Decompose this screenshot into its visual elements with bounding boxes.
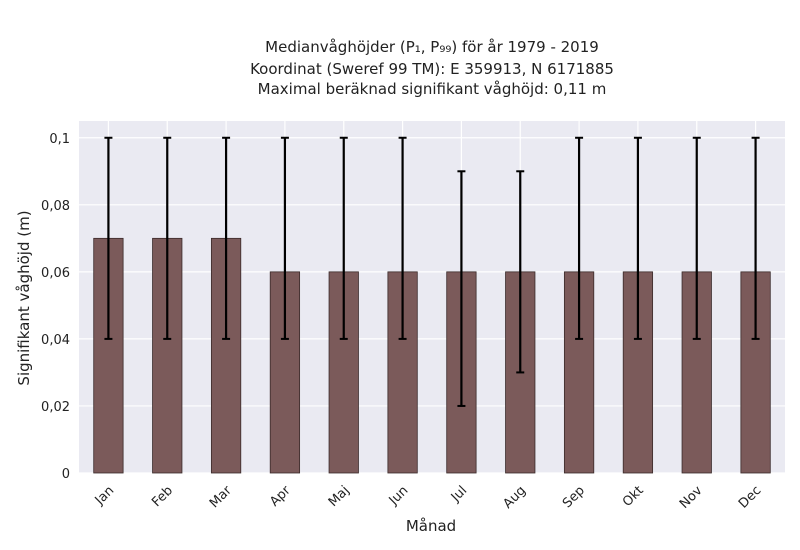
error-bars	[104, 136, 760, 407]
x-tick-label: Jan	[92, 483, 117, 508]
y-tick-label: 0,02	[41, 400, 70, 415]
y-tick-label: 0,06	[41, 266, 70, 281]
plot-area	[79, 121, 785, 473]
y-axis-ticks: 0 0,02 0,04 0,06 0,08 0,1	[41, 132, 70, 482]
y-tick-label: 0,08	[41, 199, 70, 214]
x-tick-label: Dec	[736, 483, 764, 511]
chart-title-line-2: Koordinat (Sweref 99 TM): E 359913, N 61…	[250, 60, 614, 78]
x-tick-label: Nov	[677, 483, 706, 512]
chart-title-line-3: Maximal beräknad signifikant våghöjd: 0,…	[258, 80, 607, 98]
x-tick-label: Maj	[326, 483, 353, 510]
chart-title-line-1: Medianvåghöjder (P₁, P₉₉) för år 1979 - …	[265, 38, 599, 56]
x-tick-label: Apr	[267, 483, 294, 510]
x-tick-label: Okt	[620, 483, 647, 510]
x-tick-label: Feb	[149, 483, 176, 510]
y-tick-label: 0	[62, 467, 70, 482]
x-axis-ticks: Jan Feb Mar Apr Maj Jun Jul Aug Sep Okt Nov Dec	[92, 483, 765, 512]
y-axis-label: Signifikant våghöjd (m)	[15, 210, 33, 385]
x-tick-label: Mar	[207, 483, 235, 511]
x-tick-label: Jul	[448, 483, 470, 505]
x-axis-label: Månad	[406, 517, 456, 535]
x-tick-label: Sep	[560, 483, 588, 511]
y-tick-label: 0,04	[41, 333, 70, 348]
x-tick-label: Aug	[501, 483, 530, 512]
y-tick-label: 0,1	[49, 132, 70, 147]
x-tick-label: Jun	[386, 483, 412, 509]
